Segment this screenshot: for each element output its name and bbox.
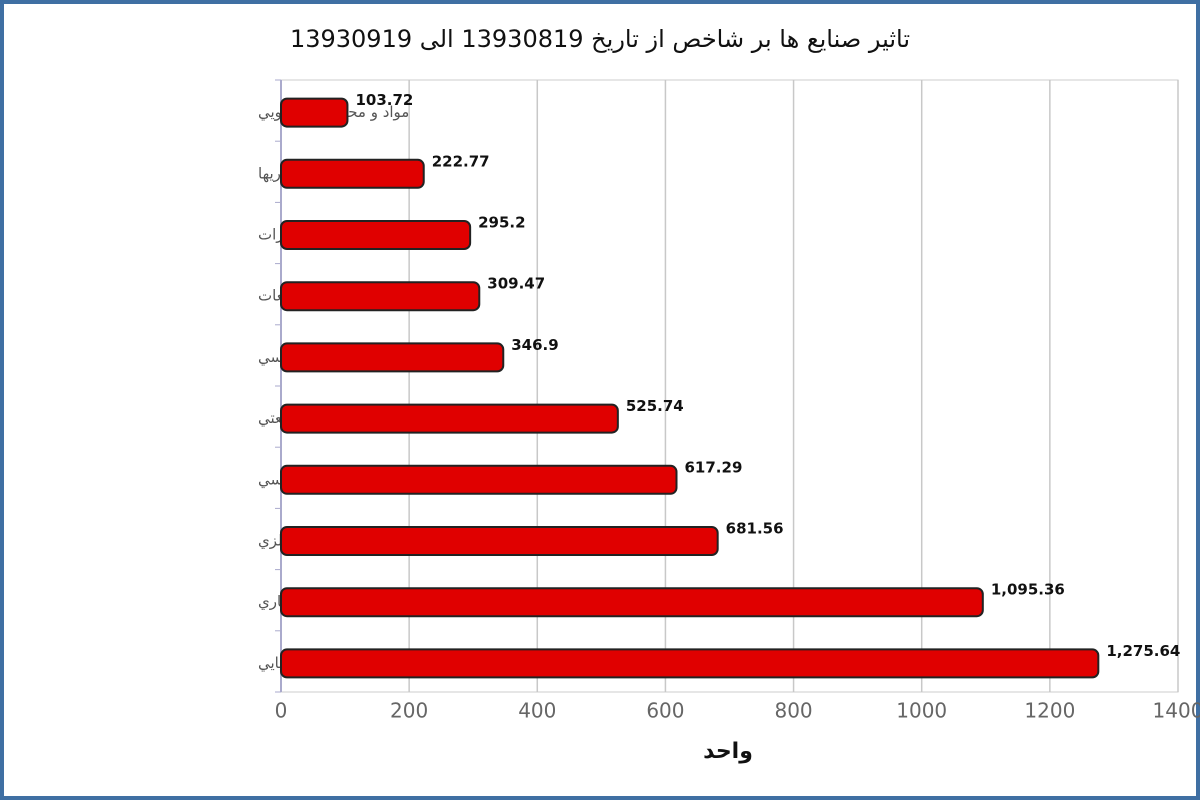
bar [280, 526, 719, 556]
value-label: 295.2 [478, 214, 525, 232]
x-tick-label: 200 [390, 699, 428, 723]
bar [280, 220, 472, 250]
value-label: 103.72 [355, 91, 413, 109]
value-label: 1,095.36 [991, 581, 1065, 599]
x-tick-label: 1000 [896, 699, 947, 723]
bar [280, 403, 619, 434]
bar [280, 281, 481, 312]
value-label: 681.56 [726, 520, 784, 538]
x-tick-label: 1200 [1024, 699, 1075, 723]
value-label: 222.77 [432, 152, 490, 170]
bar [280, 158, 425, 189]
value-label: 525.74 [626, 397, 684, 415]
chart-title: تاثیر صنایع ها بر شاخص از تاریخ 13930819… [290, 25, 910, 53]
value-label: 309.47 [487, 275, 545, 293]
value-label: 1,275.64 [1106, 642, 1180, 660]
bar [280, 648, 1100, 679]
bar [280, 97, 349, 128]
value-label: 617.29 [685, 458, 743, 476]
bar [280, 464, 678, 495]
x-tick-label: 0 [275, 699, 288, 723]
value-label: 346.9 [511, 336, 558, 354]
x-tick-label: 800 [774, 699, 812, 723]
x-tick-label: 400 [518, 699, 556, 723]
x-tick-label: 600 [646, 699, 684, 723]
x-axis-label: واحد [703, 739, 753, 764]
bar [280, 342, 505, 373]
x-tick-label: 1400 [1153, 699, 1200, 723]
bar [280, 587, 984, 618]
